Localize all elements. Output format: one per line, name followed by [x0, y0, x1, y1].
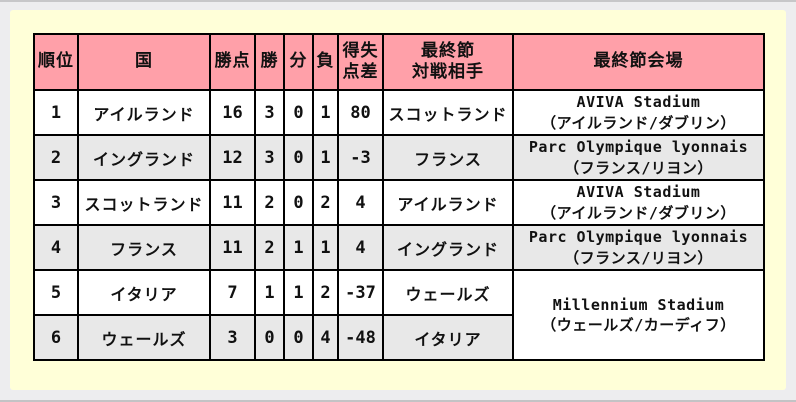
cell-rank: 5 [33, 269, 79, 316]
cell-wins: 1 [254, 269, 285, 316]
header-row: 順位 国 勝点 勝 分 負 得失 点差 最終節 対戦相手 最終節会場 [33, 33, 765, 91]
cell-points: 16 [209, 89, 256, 136]
table-row: 3 スコットランド 11 2 0 2 4 アイルランド AVIVA Stadiu… [33, 179, 765, 226]
window-edge-bottom [0, 400, 796, 402]
cell-points: 11 [209, 179, 256, 226]
header-losses: 負 [312, 33, 339, 91]
cell-draws: 0 [283, 89, 314, 136]
cell-diff: 4 [337, 179, 384, 226]
content-panel: 順位 国 勝点 勝 分 負 得失 点差 最終節 対戦相手 最終節会場 1 アイル… [10, 10, 786, 390]
header-diff: 得失 点差 [337, 33, 384, 91]
cell-opponent: ウェールズ [382, 269, 514, 316]
cell-points: 11 [209, 224, 256, 271]
header-country: 国 [77, 33, 211, 91]
cell-losses: 4 [312, 314, 339, 361]
cell-losses: 1 [312, 224, 339, 271]
standings-table: 順位 国 勝点 勝 分 負 得失 点差 最終節 対戦相手 最終節会場 1 アイル… [33, 33, 765, 361]
cell-rank: 4 [33, 224, 79, 271]
cell-wins: 0 [254, 314, 285, 361]
cell-wins: 3 [254, 134, 285, 181]
cell-opponent: アイルランド [382, 179, 514, 226]
cell-losses: 2 [312, 179, 339, 226]
window-edge-top [0, 0, 796, 2]
cell-rank: 6 [33, 314, 79, 361]
header-rank: 順位 [33, 33, 79, 91]
cell-wins: 3 [254, 89, 285, 136]
header-venue: 最終節会場 [512, 33, 765, 91]
cell-points: 3 [209, 314, 256, 361]
cell-rank: 1 [33, 89, 79, 136]
cell-wins: 2 [254, 179, 285, 226]
cell-rank: 3 [33, 179, 79, 226]
cell-rank: 2 [33, 134, 79, 181]
cell-draws: 0 [283, 134, 314, 181]
cell-draws: 1 [283, 224, 314, 271]
cell-points: 12 [209, 134, 256, 181]
cell-losses: 2 [312, 269, 339, 316]
cell-diff: 4 [337, 224, 384, 271]
cell-opponent: フランス [382, 134, 514, 181]
cell-wins: 2 [254, 224, 285, 271]
cell-draws: 1 [283, 269, 314, 316]
cell-country: フランス [77, 224, 211, 271]
cell-diff: 80 [337, 89, 384, 136]
cell-draws: 0 [283, 179, 314, 226]
cell-opponent: イングランド [382, 224, 514, 271]
header-wins: 勝 [254, 33, 285, 91]
table-row: 1 アイルランド 16 3 0 1 80 スコットランド AVIVA Stadi… [33, 89, 765, 136]
cell-country: アイルランド [77, 89, 211, 136]
cell-venue-merged: Millennium Stadium （ウェールズ/カーディフ） [512, 269, 765, 361]
header-draws: 分 [283, 33, 314, 91]
table-row: 5 イタリア 7 1 1 2 -37 ウェールズ Millennium Stad… [33, 269, 765, 361]
cell-diff: -37 [337, 269, 384, 316]
cell-losses: 1 [312, 89, 339, 136]
cell-diff: -3 [337, 134, 384, 181]
cell-country: イタリア [77, 269, 211, 316]
cell-points: 7 [209, 269, 256, 316]
header-opponent: 最終節 対戦相手 [382, 33, 514, 91]
cell-country: ウェールズ [77, 314, 211, 361]
table-row: 4 フランス 11 2 1 1 4 イングランド Parc Olympique … [33, 224, 765, 271]
header-points: 勝点 [209, 33, 256, 91]
table-row: 6 ウェールズ 3 0 0 4 -48 イタリア [33, 314, 764, 361]
cell-losses: 1 [312, 134, 339, 181]
cell-venue: Parc Olympique lyonnais （フランス/リヨン） [512, 224, 765, 271]
cell-draws: 0 [283, 314, 314, 361]
table-row: 2 イングランド 12 3 0 1 -3 フランス Parc Olympique… [33, 134, 765, 181]
cell-venue: AVIVA Stadium （アイルランド/ダブリン） [512, 89, 765, 136]
cell-opponent: スコットランド [382, 89, 514, 136]
cell-venue: Parc Olympique lyonnais （フランス/リヨン） [512, 134, 765, 181]
cell-diff: -48 [337, 314, 384, 361]
cell-country: イングランド [77, 134, 211, 181]
cell-opponent: イタリア [382, 314, 514, 361]
cell-venue: AVIVA Stadium （アイルランド/ダブリン） [512, 179, 765, 226]
cell-country: スコットランド [77, 179, 211, 226]
